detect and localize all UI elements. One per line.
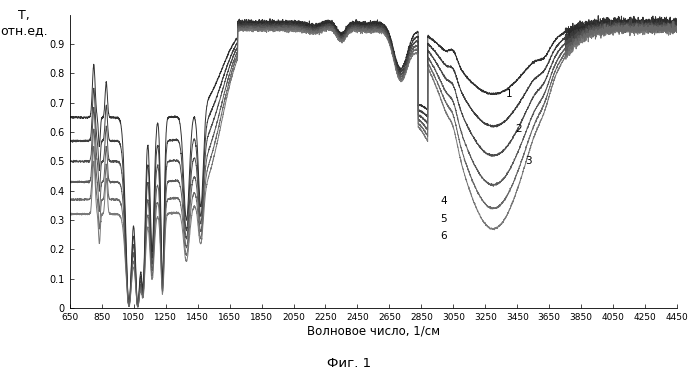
Text: 2: 2 [516, 124, 522, 134]
Y-axis label: T,
отн.ед.: T, отн.ед. [1, 9, 48, 37]
Text: 5: 5 [440, 214, 447, 224]
Text: Фиг. 1: Фиг. 1 [327, 357, 371, 370]
Text: 4: 4 [440, 196, 447, 206]
X-axis label: Волновое число, 1/см: Волновое число, 1/см [307, 325, 440, 338]
Text: 1: 1 [506, 89, 513, 99]
Text: 3: 3 [525, 157, 532, 166]
Text: 6: 6 [440, 231, 447, 241]
